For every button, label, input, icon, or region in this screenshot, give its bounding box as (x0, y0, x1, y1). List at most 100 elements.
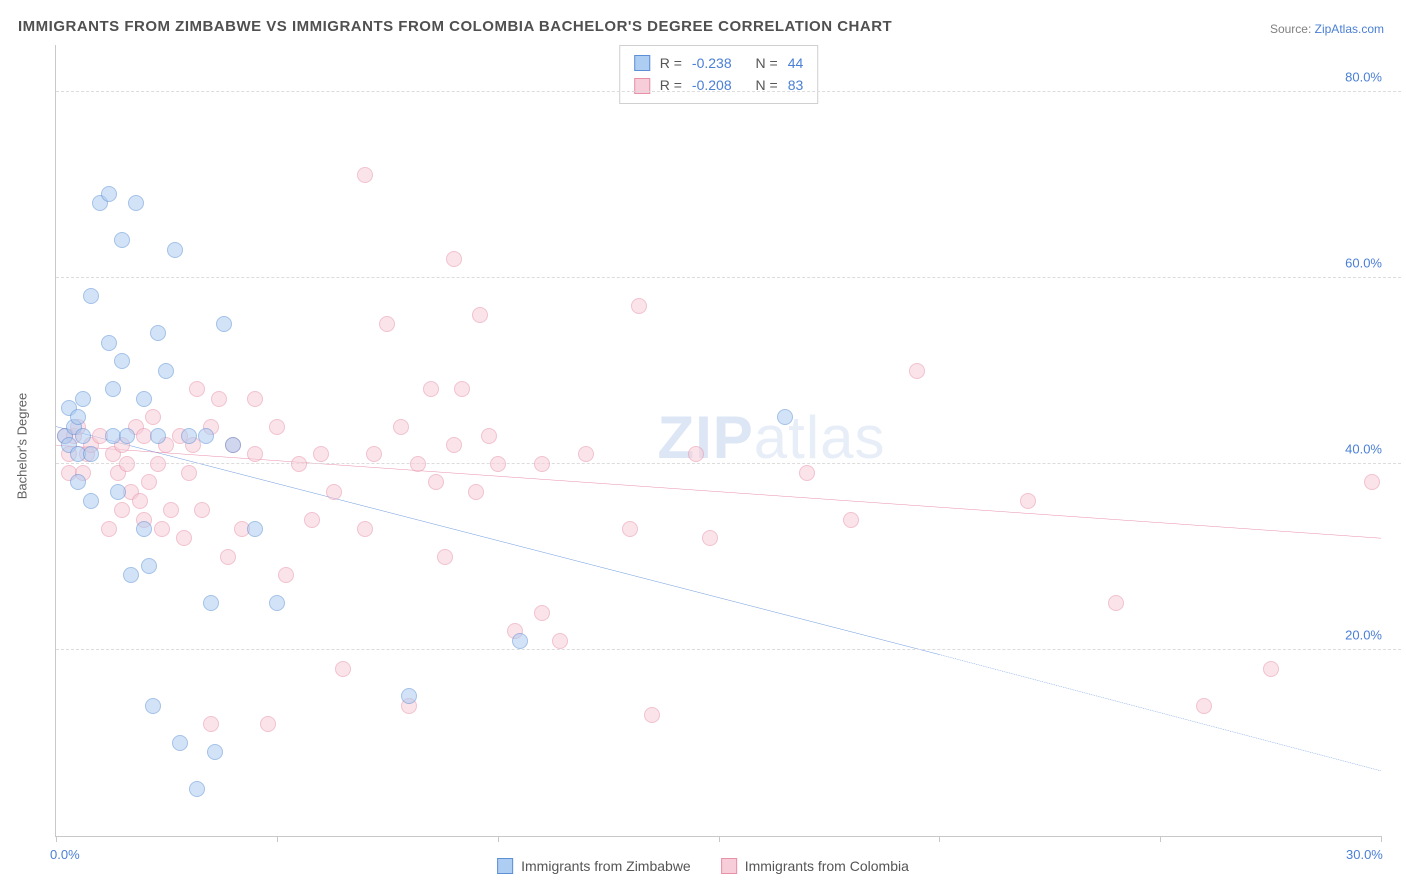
data-point (114, 502, 130, 518)
data-point (472, 307, 488, 323)
data-point (150, 325, 166, 341)
data-point (247, 446, 263, 462)
data-point (490, 456, 506, 472)
data-point (101, 335, 117, 351)
n-label: N = (756, 74, 778, 96)
data-point (145, 409, 161, 425)
data-point (843, 512, 859, 528)
data-point (410, 456, 426, 472)
data-point (357, 167, 373, 183)
data-point (304, 512, 320, 528)
data-point (622, 521, 638, 537)
data-point (1020, 493, 1036, 509)
data-point (644, 707, 660, 723)
source-prefix: Source: (1270, 22, 1315, 36)
data-point (393, 419, 409, 435)
data-point (189, 381, 205, 397)
data-point (198, 428, 214, 444)
data-point (176, 530, 192, 546)
data-point (163, 502, 179, 518)
legend-item-colombia: Immigrants from Colombia (721, 858, 909, 874)
data-point (335, 661, 351, 677)
data-point (1108, 595, 1124, 611)
legend-stats-box: R = -0.238 N = 44 R = -0.208 N = 83 (619, 45, 819, 104)
source-link[interactable]: ZipAtlas.com (1315, 22, 1384, 36)
x-tick-mark (1381, 836, 1382, 842)
bottom-legend: Immigrants from Zimbabwe Immigrants from… (497, 858, 909, 874)
swatch-zimbabwe (497, 858, 513, 874)
data-point (552, 633, 568, 649)
data-point (278, 567, 294, 583)
data-point (83, 288, 99, 304)
data-point (777, 409, 793, 425)
data-point (75, 391, 91, 407)
r-value-zimbabwe: -0.238 (692, 52, 732, 74)
data-point (83, 493, 99, 509)
data-point (468, 484, 484, 500)
n-value-zimbabwe: 44 (788, 52, 804, 74)
legend-stats-row-zimbabwe: R = -0.238 N = 44 (634, 52, 804, 74)
data-point (211, 391, 227, 407)
data-point (203, 595, 219, 611)
data-point (481, 428, 497, 444)
x-tick-mark (56, 836, 57, 842)
data-point (247, 391, 263, 407)
x-tick-mark (277, 836, 278, 842)
data-point (105, 381, 121, 397)
grid-line (56, 649, 1401, 650)
data-point (799, 465, 815, 481)
data-point (136, 521, 152, 537)
data-point (357, 521, 373, 537)
grid-line (56, 277, 1401, 278)
y-tick-label: 20.0% (1341, 627, 1386, 642)
data-point (446, 251, 462, 267)
data-point (909, 363, 925, 379)
data-point (454, 381, 470, 397)
chart-title: IMMIGRANTS FROM ZIMBABWE VS IMMIGRANTS F… (18, 18, 892, 35)
x-tick-mark (498, 836, 499, 842)
data-point (379, 316, 395, 332)
data-point (119, 428, 135, 444)
data-point (70, 409, 86, 425)
data-point (1364, 474, 1380, 490)
data-point (172, 735, 188, 751)
data-point (688, 446, 704, 462)
data-point (702, 530, 718, 546)
n-label: N = (756, 52, 778, 74)
data-point (70, 474, 86, 490)
x-tick-label-0: 0.0% (50, 847, 80, 862)
data-point (145, 698, 161, 714)
data-point (313, 446, 329, 462)
data-point (512, 633, 528, 649)
data-point (366, 446, 382, 462)
data-point (269, 595, 285, 611)
data-point (247, 521, 263, 537)
data-point (1263, 661, 1279, 677)
data-point (326, 484, 342, 500)
n-value-colombia: 83 (788, 74, 804, 96)
data-point (75, 428, 91, 444)
data-point (216, 316, 232, 332)
r-value-colombia: -0.208 (692, 74, 732, 96)
plot-area: ZIPatlas R = -0.238 N = 44 R = -0.208 N … (55, 45, 1381, 837)
data-point (119, 456, 135, 472)
data-point (110, 484, 126, 500)
trend-lines (56, 45, 1381, 836)
y-tick-label: 80.0% (1341, 69, 1386, 84)
data-point (401, 688, 417, 704)
swatch-zimbabwe (634, 55, 650, 71)
data-point (220, 549, 236, 565)
x-tick-mark (719, 836, 720, 842)
swatch-colombia (721, 858, 737, 874)
data-point (207, 744, 223, 760)
data-point (136, 391, 152, 407)
data-point (150, 428, 166, 444)
data-point (1196, 698, 1212, 714)
data-point (141, 474, 157, 490)
data-point (101, 186, 117, 202)
data-point (428, 474, 444, 490)
data-point (269, 419, 285, 435)
data-point (123, 567, 139, 583)
data-point (225, 437, 241, 453)
data-point (260, 716, 276, 732)
